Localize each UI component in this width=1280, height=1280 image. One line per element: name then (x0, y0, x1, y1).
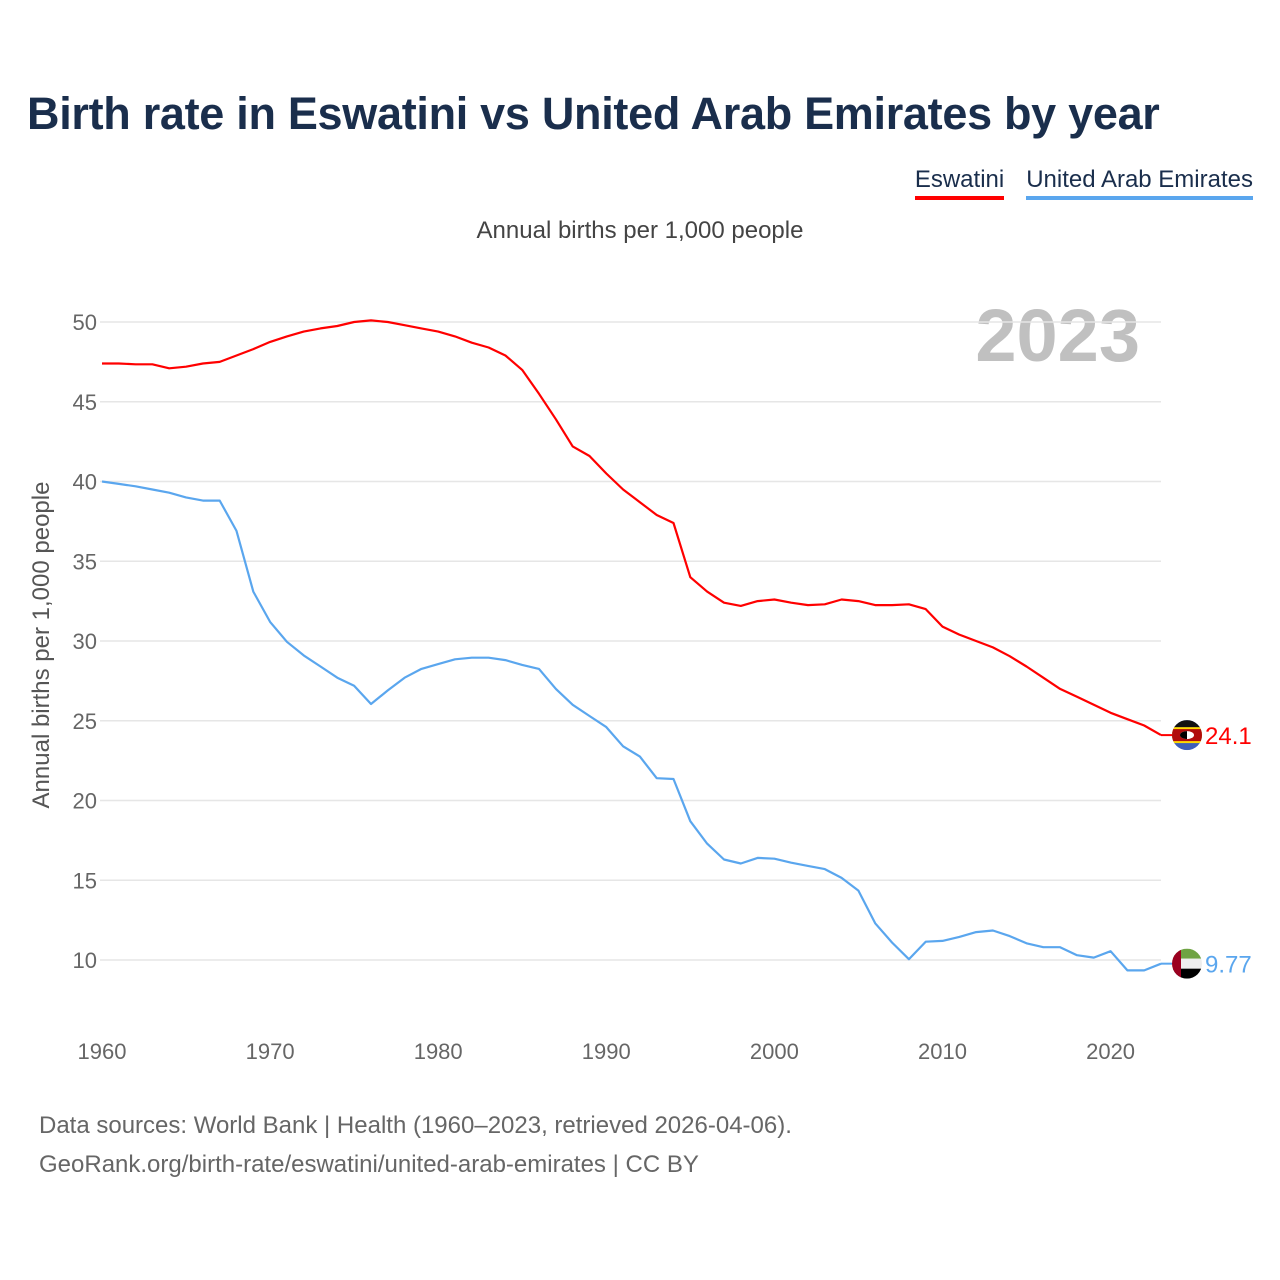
attribution-link[interactable]: GeoRank.org/birth-rate/eswatini/united-a… (39, 1151, 699, 1178)
y-tick-label: 20 (73, 789, 97, 814)
footer: Data sources: World Bank | Health (1960–… (39, 1106, 792, 1184)
y-tick-label: 35 (73, 549, 97, 574)
legend-item-uae[interactable]: United Arab Emirates (1026, 166, 1253, 200)
y-tick-label: 30 (73, 629, 97, 654)
y-tick-label: 15 (73, 868, 97, 893)
data-source-text: Data sources: World Bank | Health (1960–… (39, 1112, 792, 1139)
uae-end-label: 9.77 (1205, 952, 1252, 979)
x-tick-label: 2010 (918, 1039, 967, 1064)
y-tick-label: 10 (73, 948, 97, 973)
y-tick-label: 40 (73, 470, 97, 495)
x-tick-label: 1990 (582, 1039, 631, 1064)
x-tick-label: 2000 (750, 1039, 799, 1064)
y-tick-label: 45 (73, 390, 97, 415)
year-watermark: 2023 (975, 294, 1140, 377)
eswatini-end-label: 24.1 (1205, 723, 1252, 750)
uae-line (101, 480, 1162, 972)
eswatini-flag-icon (1172, 720, 1202, 751)
y-tick-label: 50 (73, 310, 97, 335)
x-tick-label: 1980 (414, 1039, 463, 1064)
eswatini-line (102, 319, 1162, 737)
chart-title: Birth rate in Eswatini vs United Arab Em… (27, 88, 1160, 139)
chart-subtitle: Annual births per 1,000 people (476, 217, 804, 244)
y-tick-label: 25 (73, 709, 97, 734)
legend-item-eswatini[interactable]: Eswatini (914, 166, 1005, 200)
x-tick-label: 2020 (1086, 1039, 1135, 1064)
x-tick-label: 1970 (246, 1039, 295, 1064)
x-tick-label: 1960 (78, 1039, 127, 1064)
uae-flag-icon (1172, 948, 1202, 979)
legend: Eswatini United Arab Emirates (914, 166, 1253, 200)
